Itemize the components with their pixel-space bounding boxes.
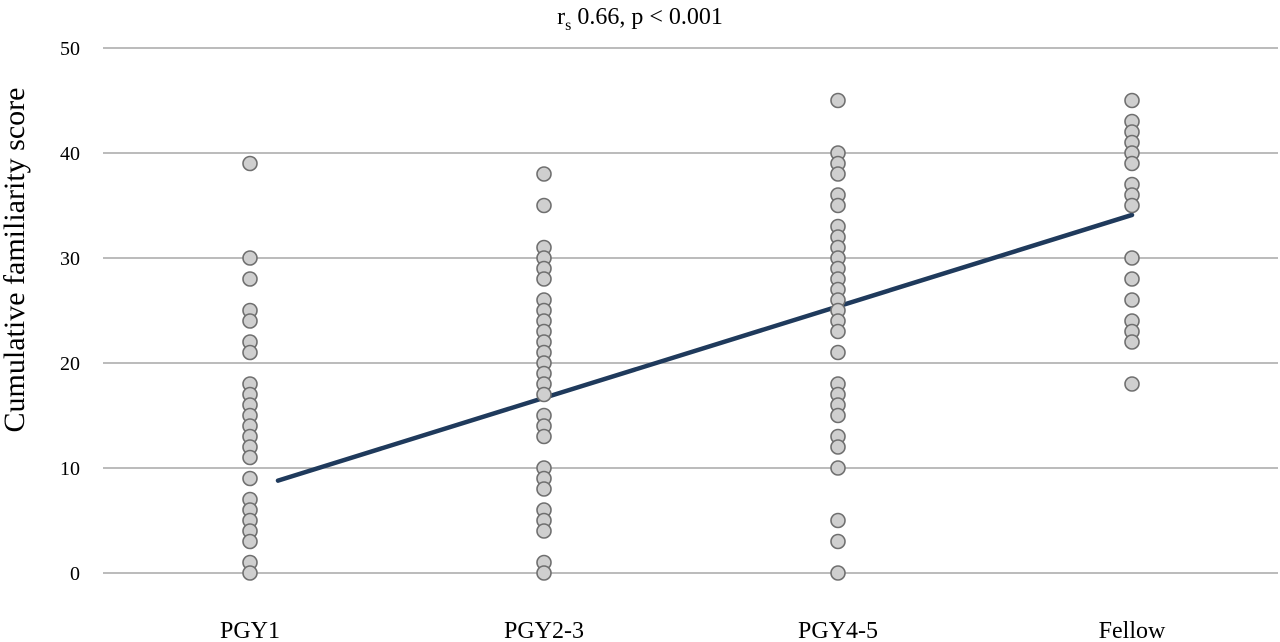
data-point — [242, 449, 258, 466]
data-points — [242, 92, 1140, 581]
data-point — [242, 250, 258, 266]
y-tick-label: 10 — [60, 458, 80, 480]
data-point — [830, 439, 846, 455]
data-point — [830, 407, 846, 424]
data-point — [1124, 197, 1140, 214]
data-point — [242, 344, 258, 361]
data-point — [536, 166, 552, 182]
data-point — [830, 533, 846, 550]
data-point — [536, 428, 552, 445]
data-point — [1124, 271, 1140, 287]
data-point — [830, 565, 846, 581]
data-point — [536, 523, 552, 539]
chart-title: rs 0.66, p < 0.001 — [557, 4, 723, 34]
data-point — [536, 481, 552, 497]
data-point — [1124, 334, 1140, 350]
data-point — [830, 323, 846, 340]
data-point — [242, 155, 258, 172]
title-subscript: s — [565, 17, 571, 34]
data-point — [1124, 376, 1140, 392]
x-tick-label: Fellow — [1099, 618, 1166, 642]
y-tick-label: 20 — [60, 353, 80, 375]
y-tick-labels: 0 10 20 30 40 50 — [60, 38, 80, 585]
data-point — [1124, 155, 1140, 172]
title-r: r — [557, 4, 565, 30]
trendline — [275, 212, 1135, 483]
data-point — [242, 313, 258, 329]
data-point — [242, 533, 258, 550]
data-point — [536, 271, 552, 287]
data-point — [242, 470, 258, 487]
data-point — [830, 344, 846, 361]
y-axis-title: Cumulative familiarity score — [0, 88, 31, 433]
y-tick-label: 40 — [60, 143, 80, 165]
data-point — [242, 565, 258, 581]
x-tick-label: PGY4-5 — [798, 618, 878, 642]
data-point — [536, 197, 552, 214]
data-point — [830, 92, 846, 109]
data-point — [242, 271, 258, 287]
y-tick-label: 50 — [60, 38, 80, 60]
data-point — [1124, 250, 1140, 266]
gridlines — [103, 47, 1278, 574]
y-tick-label: 0 — [70, 563, 80, 585]
data-point — [536, 386, 552, 403]
x-tick-label: PGY1 — [220, 618, 280, 642]
y-tick-label: 30 — [60, 248, 80, 270]
data-point — [1124, 92, 1140, 109]
x-tick-labels: PGY1 PGY2-3 PGY4-5 Fellow — [220, 618, 1166, 642]
x-tick-label: PGY2-3 — [504, 618, 584, 642]
data-point — [830, 166, 846, 182]
title-rest: 0.66, p < 0.001 — [571, 4, 723, 30]
data-point — [536, 565, 552, 581]
data-point — [830, 512, 846, 529]
data-point — [830, 197, 846, 214]
data-point — [1124, 292, 1140, 308]
data-point — [830, 460, 846, 476]
trendline-layer — [275, 212, 1135, 483]
